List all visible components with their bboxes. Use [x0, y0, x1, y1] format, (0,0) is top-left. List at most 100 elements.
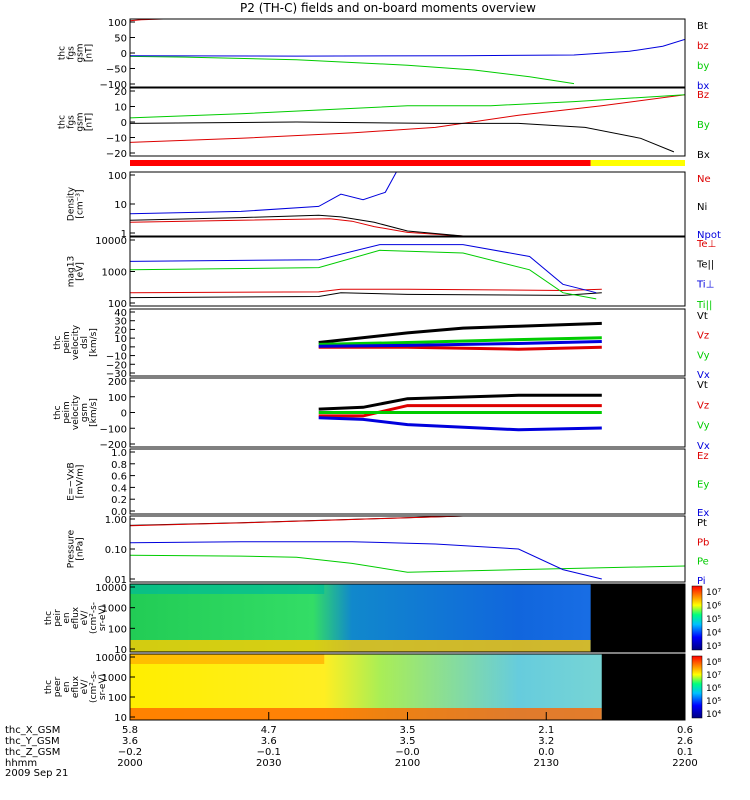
y-axis-label-line: eflux [71, 606, 81, 629]
legend-label: by [697, 61, 709, 72]
y-axis-label: thc peim velocity gsm [km/s] [53, 394, 99, 430]
panel-frame [129, 236, 686, 307]
y-tick-label: −30 [106, 369, 127, 380]
x-axis-row-label: thc_Z_GSM [5, 747, 60, 758]
legend-label: Bx [697, 150, 710, 161]
x-axis-value: 3.2 [538, 736, 554, 747]
legend-label: Ni [697, 202, 707, 213]
series-line [130, 218, 685, 236]
y-axis-label-line: [cm⁻³] [76, 189, 86, 218]
legend-label: Npot [697, 230, 721, 241]
x-axis-value: 0.6 [677, 725, 693, 736]
y-axis-label-line: Pressure [67, 529, 77, 568]
x-axis-value: −0.2 [118, 747, 142, 758]
x-axis-value: 2100 [395, 758, 420, 769]
y-tick-label: 10 [114, 334, 127, 345]
y-tick-label: 0 [121, 118, 127, 129]
y-tick-label: −20 [106, 149, 127, 160]
y-axis-label-line: eflux [71, 675, 81, 698]
status-bar-red [130, 160, 591, 166]
legend-label: Vt [697, 380, 708, 391]
y-tick-label: −50 [106, 65, 127, 76]
y-axis-label-line: peim [62, 401, 72, 424]
y-axis-label: thc fgs gsm [nT] [58, 112, 95, 131]
legend-label: Bz [697, 90, 709, 101]
y-tick-label: 30 [114, 317, 127, 328]
series-line [130, 554, 685, 573]
y-tick-label: 100 [108, 693, 127, 704]
y-tick-label: 1 [121, 229, 127, 240]
y-axis-label-line: thc [53, 335, 63, 349]
legend-label: Bt [697, 21, 708, 32]
y-axis-label-line: gsm [80, 403, 90, 422]
series-line [130, 244, 597, 294]
y-tick-label: 100 [108, 18, 127, 29]
y-tick-label: 1000 [102, 604, 127, 615]
x-axis-value: −0.0 [395, 747, 419, 758]
legend-label: Ez [697, 451, 709, 462]
panel-4: Te⊥ Te|| Ti⊥ Ti|| 10000 1000 100 mag13 [eV] [67, 236, 717, 311]
y-tick-label: 50 [114, 34, 127, 45]
x-axis-value: 3.5 [400, 736, 416, 747]
y-tick-label: −10 [106, 352, 127, 363]
y-axis-label-line: E=−VxB [67, 462, 77, 500]
colorbar-tick-label: 10⁷ [706, 671, 721, 681]
panel-frame [129, 448, 686, 515]
low-energy-band [130, 708, 602, 720]
y-tick-label: 20 [114, 325, 127, 336]
y-axis-label-line: thc [53, 405, 63, 419]
y-axis-label-line: (cm²-s- [89, 602, 99, 634]
y-tick-label: 0 [121, 409, 127, 420]
no-data-region [601, 654, 685, 720]
y-tick-label: 100 [108, 393, 127, 404]
y-axis-label-line: sr-eV) [98, 674, 108, 700]
x-axis-value: 2.6 [677, 736, 693, 747]
y-tick-label: 100 [108, 299, 127, 310]
y-axis-label: thc fgs gsm [nT] [58, 43, 95, 62]
y-tick-label: 0 [121, 49, 127, 60]
figure-title: P2 (TH-C) fields and on-board moments ov… [240, 1, 536, 15]
panel-2: Bz By Bx 20 10 0 −10 −20 thc fgs gsm [nT] [58, 87, 710, 166]
low-energy-band [130, 640, 591, 652]
series-line [130, 292, 602, 299]
y-axis-label-line: thc [58, 115, 68, 129]
y-axis-label-line: velocity [71, 394, 81, 430]
y-tick-label: 0.8 [111, 460, 127, 471]
x-axis-value: 3.5 [400, 725, 416, 736]
y-tick-label: 100 [108, 624, 127, 635]
legend-label: Pt [697, 518, 707, 529]
y-axis-label: E=−VxB [mV/m] [67, 462, 86, 500]
x-axis-value: −0.1 [257, 747, 281, 758]
legend-label: Vz [697, 400, 709, 411]
x-axis-value: 0.1 [677, 747, 693, 758]
y-tick-label: 10 [114, 713, 127, 724]
x-axis-value: 4.7 [261, 725, 277, 736]
legend-label: Vy [697, 350, 710, 361]
legend-label: Ey [697, 480, 709, 491]
y-tick-label: 0.01 [105, 575, 127, 586]
legend-label: Pe [697, 557, 709, 568]
series-line [318, 416, 602, 432]
y-axis-label-line: peim [62, 331, 72, 354]
legend-label: Pb [697, 537, 709, 548]
y-tick-label: 0 [121, 343, 127, 354]
panel-9: 10⁷ 10⁶ 10⁵ 10⁴ 10³ 10000 1000 100 10 thc peir en ef… [44, 583, 721, 656]
legend-label: Ti⊥ [696, 280, 714, 291]
colorbar-tick-label: 10⁵ [706, 615, 721, 625]
y-tick-label: 0.4 [111, 483, 127, 494]
x-axis-labels: thc_X_GSM 5.8 4.7 3.5 2.1 0.6 thc_Y_GSM 3.6 3.6 3… [5, 712, 698, 769]
legend-label: Pi [697, 576, 706, 587]
y-axis-label-line: eV/ [80, 610, 90, 626]
y-tick-label: 1.0 [111, 448, 127, 459]
series-line [130, 516, 464, 527]
y-tick-label: 10 [114, 645, 127, 656]
y-tick-label: 100 [108, 171, 127, 182]
y-tick-label: 200 [108, 377, 127, 388]
y-tick-label: −100 [100, 80, 127, 91]
series-line [318, 345, 602, 351]
legend-label: Vy [697, 421, 710, 432]
y-axis-label-line: thc [44, 611, 54, 625]
colorbar-tick-label: 10⁴ [706, 629, 721, 639]
